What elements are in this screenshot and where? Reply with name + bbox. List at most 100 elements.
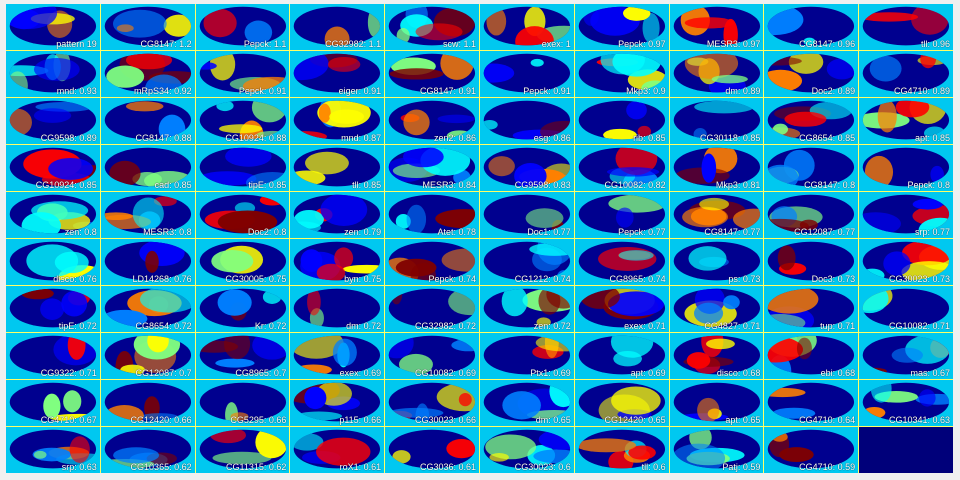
tile-label: CG30005: 0.75 (225, 274, 287, 284)
embryo-image (578, 100, 665, 140)
tile-label: apt: 0.85 (914, 133, 950, 143)
tile-label: CG12420: 0.66 (130, 415, 192, 425)
tile-label: CG9598: 0.89 (40, 133, 97, 143)
embryo-tile: CG10341: 0.63 (859, 380, 953, 426)
tile-label: MESR3: 0.8 (143, 227, 192, 237)
embryo-image (104, 100, 191, 140)
tile-label: mRpS34: 0.92 (134, 86, 192, 96)
tile-label: zen: 0.72 (533, 321, 571, 331)
tile-label: dm: 0.89 (725, 86, 761, 96)
embryo-image (199, 429, 286, 469)
embryo-image (294, 194, 381, 234)
embryo-image (578, 382, 665, 422)
embryo-image (104, 335, 191, 375)
tile-label: Mkp3: 0.81 (715, 180, 761, 190)
embryo-tile: CG30118: 0.85 (669, 98, 764, 144)
embryo-image (862, 194, 950, 234)
tile-label: mas: 0.67 (910, 368, 950, 378)
embryo-image (199, 241, 286, 281)
embryo-tile: Pepck: 0.74 (385, 239, 479, 285)
tile-label: Doc3: 0.73 (811, 274, 856, 284)
tile-label: CG3036: 0.61 (419, 462, 476, 472)
embryo-image (673, 194, 760, 234)
tile-label: ebi: 0.68 (820, 368, 856, 378)
embryo-image (294, 53, 381, 93)
embryo-image (9, 241, 97, 281)
embryo-tile: Doc2: 0.89 (764, 51, 859, 97)
embryo-tile: CG12420: 0.66 (100, 380, 195, 426)
embryo-image (578, 288, 665, 328)
embryo-tile: Doc3: 0.73 (764, 239, 859, 285)
tile-label: Doc1: 0.77 (527, 227, 571, 237)
tile-label: Ptx1: 0.69 (530, 368, 571, 378)
embryo-image (483, 288, 571, 328)
embryo-image (104, 288, 191, 328)
embryo-tile: rib: 0.85 (574, 98, 669, 144)
embryo-image (768, 6, 855, 46)
embryo-tile: Mkp3: 0.81 (669, 145, 764, 191)
embryo-image (9, 194, 97, 234)
embryo-tile: dm: 0.72 (290, 286, 385, 332)
tile-label: LD14268: 0.76 (132, 274, 192, 284)
tile-label: CG10341: 0.63 (888, 415, 950, 425)
embryo-image (483, 382, 571, 422)
embryo-image (862, 241, 950, 281)
embryo-image (388, 147, 476, 187)
embryo-tile: CG8147: 0.91 (385, 51, 479, 97)
embryo-image (768, 100, 855, 140)
embryo-image (862, 288, 950, 328)
embryo-image (199, 194, 286, 234)
empty-tile (859, 427, 953, 473)
embryo-tile: CG9598: 0.83 (480, 145, 574, 191)
tile-label: disco: 0.76 (53, 274, 97, 284)
embryo-tile: MESR3: 0.97 (669, 4, 764, 50)
embryo-image (388, 382, 476, 422)
embryo-tile: mRpS34: 0.92 (100, 51, 195, 97)
embryo-tile: zen: 0.72 (480, 286, 574, 332)
embryo-image (104, 429, 191, 469)
embryo-tile: cad: 0.85 (100, 145, 195, 191)
tile-label: CG12420: 0.65 (604, 415, 666, 425)
tile-label: MESR3: 0.84 (422, 180, 476, 190)
embryo-tile: Pepck: 0.97 (574, 4, 669, 50)
embryo-tile: disco: 0.76 (6, 239, 100, 285)
tile-label: MESR3: 0.97 (706, 39, 761, 49)
tile-label: CG10082: 0.82 (604, 180, 666, 190)
embryo-tile: pattern 19 (6, 4, 100, 50)
embryo-image (199, 147, 286, 187)
tile-label: dm: 0.72 (346, 321, 382, 331)
tile-label: Pepck: 0.91 (523, 86, 571, 96)
tile-label: Pepck: 0.8 (907, 180, 950, 190)
tile-label: disco: 0.68 (716, 368, 761, 378)
embryo-tile: esg: 0.86 (480, 98, 574, 144)
tile-label: apt: 0.69 (630, 368, 666, 378)
tile-label: CG8147: 0.77 (704, 227, 761, 237)
embryo-tile: tll: 0.85 (290, 145, 385, 191)
tile-label: CG4710: 0.89 (893, 86, 950, 96)
tile-label: mnd: 0.93 (56, 86, 97, 96)
embryo-image (199, 53, 286, 93)
tile-label: CG10365: 0.62 (130, 462, 192, 472)
embryo-tile: CG32982: 0.72 (385, 286, 479, 332)
tile-label: CG8147: 0.96 (799, 39, 856, 49)
embryo-tile: tipE: 0.85 (195, 145, 290, 191)
embryo-tile: CG8654: 0.72 (100, 286, 195, 332)
embryo-image (294, 335, 381, 375)
embryo-tile: LD14268: 0.76 (100, 239, 195, 285)
embryo-tile: mnd: 0.87 (290, 98, 385, 144)
embryo-tile: dm: 0.89 (669, 51, 764, 97)
tile-label: Pepck: 0.91 (238, 86, 287, 96)
tile-label: Pepck: 0.74 (428, 274, 476, 284)
embryo-image (294, 100, 381, 140)
embryo-tile: zen2: 0.86 (385, 98, 479, 144)
tile-label: tipE: 0.72 (58, 321, 97, 331)
tile-label: Mkp3: 0.9 (626, 86, 666, 96)
embryo-tile: scw: 1.1 (385, 4, 479, 50)
embryo-tile: Kr: 0.72 (195, 286, 290, 332)
embryo-tile: CG30023: 0.73 (859, 239, 953, 285)
embryo-image (483, 6, 571, 46)
embryo-image (388, 53, 476, 93)
embryo-image (9, 382, 97, 422)
embryo-tile: CG9322: 0.71 (6, 333, 100, 379)
embryo-image (862, 147, 950, 187)
